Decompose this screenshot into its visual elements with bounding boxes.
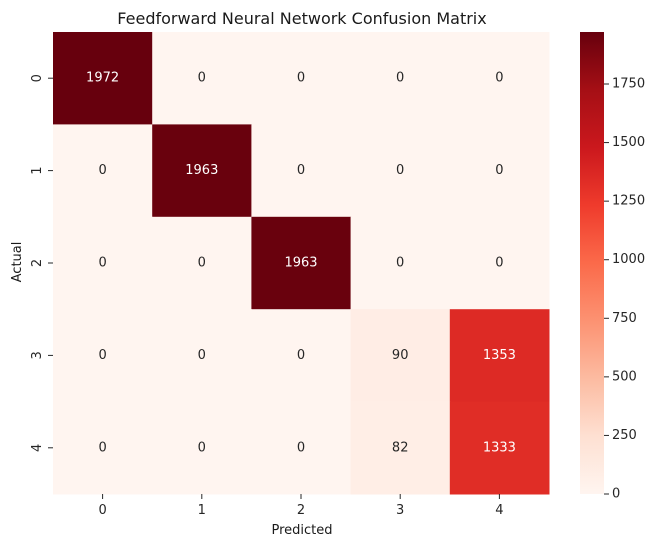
cell-value-label: 0	[396, 256, 404, 271]
colorbar-tick-label: 1250	[612, 194, 645, 209]
heatmap-cell	[251, 309, 352, 403]
cell-value-label: 0	[297, 348, 305, 363]
heatmap-cell	[53, 124, 153, 218]
heatmap-cells	[53, 32, 550, 495]
colorbar: 0 250 500 750 1000 1250 1500 1750	[580, 32, 645, 502]
cell-value-label: 0	[297, 163, 305, 178]
heatmap-cell	[350, 124, 451, 218]
cell-value-label: 0	[297, 71, 305, 86]
colorbar-tick-label: 1750	[612, 77, 645, 92]
colorbar-tick-label: 500	[612, 369, 637, 384]
heatmap-cell	[449, 124, 550, 218]
cell-value-label: 0	[495, 163, 503, 178]
heatmap-cell	[251, 401, 352, 495]
heatmap-cell	[449, 309, 550, 403]
cell-value-label: 0	[396, 163, 404, 178]
heatmap-cell	[152, 309, 252, 403]
heatmap-cell	[53, 309, 153, 403]
cell-value-label: 0	[98, 256, 106, 271]
cell-value-label: 0	[297, 440, 305, 455]
heatmap-cell	[449, 216, 550, 310]
y-tick-label: 2	[30, 259, 45, 267]
heatmap-cell	[152, 216, 252, 310]
y-tick-label: 0	[30, 74, 45, 82]
x-tick-label: 1	[198, 503, 206, 518]
cell-value-label: 0	[198, 256, 206, 271]
x-axis-label: Predicted	[271, 523, 332, 538]
y-tick-label: 4	[30, 444, 45, 452]
cell-value-label: 1972	[86, 71, 119, 86]
y-tick-label: 3	[30, 351, 45, 359]
heatmap-cell	[53, 216, 153, 310]
cell-value-label: 90	[392, 348, 409, 363]
cell-value-label: 0	[198, 440, 206, 455]
heatmap-cell	[449, 32, 550, 125]
colorbar-gradient	[580, 32, 604, 494]
cell-value-label: 82	[392, 440, 409, 455]
cell-value-label: 0	[198, 71, 206, 86]
cell-value-label: 0	[98, 440, 106, 455]
colorbar-tick-label: 1500	[612, 135, 645, 150]
heatmap-cell	[251, 124, 352, 218]
heatmap-cell	[449, 401, 550, 495]
heatmap-cell	[53, 32, 153, 125]
chart-title: Feedforward Neural Network Confusion Mat…	[117, 9, 486, 28]
heatmap-cell	[350, 309, 451, 403]
x-tick-label: 4	[495, 503, 503, 518]
cell-value-label: 1353	[483, 348, 516, 363]
heatmap-cell	[350, 216, 451, 310]
colorbar-ticks: 0 250 500 750 1000 1250 1500 1750	[604, 77, 645, 502]
colorbar-tick-label: 250	[612, 428, 637, 443]
x-tick-label: 3	[396, 503, 404, 518]
heatmap-cell	[53, 401, 153, 495]
heatmap-cell	[251, 32, 352, 125]
heatmap-cell	[350, 32, 451, 125]
cell-value-label: 1963	[185, 163, 218, 178]
x-tick-label: 0	[98, 503, 106, 518]
heatmap-cell	[152, 124, 252, 218]
heatmap-cell	[251, 216, 352, 310]
y-axis-label: Actual	[10, 242, 25, 283]
colorbar-tick-label: 750	[612, 311, 637, 326]
cell-value-label: 1963	[284, 256, 317, 271]
y-axis-ticks: 0 1 2 3 4	[30, 74, 53, 452]
cell-value-label: 0	[495, 256, 503, 271]
cell-value-label: 0	[98, 348, 106, 363]
x-tick-label: 2	[297, 503, 305, 518]
y-tick-label: 1	[30, 166, 45, 174]
colorbar-tick-label: 1000	[612, 252, 645, 267]
cell-value-label: 0	[495, 71, 503, 86]
heatmap-cell	[152, 32, 252, 125]
cell-value-label: 0	[198, 348, 206, 363]
cell-value-label: 1333	[483, 440, 516, 455]
heatmap-cell	[152, 401, 252, 495]
cell-annotations: 1972 0 0 0 0 0 1963 0 0 0 0 0 1963 0 0 0 0 0 90 1353 0 0 0 82 13…	[86, 71, 516, 456]
cell-value-label: 0	[396, 71, 404, 86]
cell-value-label: 0	[98, 163, 106, 178]
colorbar-tick-label: 0	[612, 487, 620, 502]
heatmap-cell	[350, 401, 451, 495]
x-axis-ticks: 0 1 2 3 4	[98, 494, 504, 518]
